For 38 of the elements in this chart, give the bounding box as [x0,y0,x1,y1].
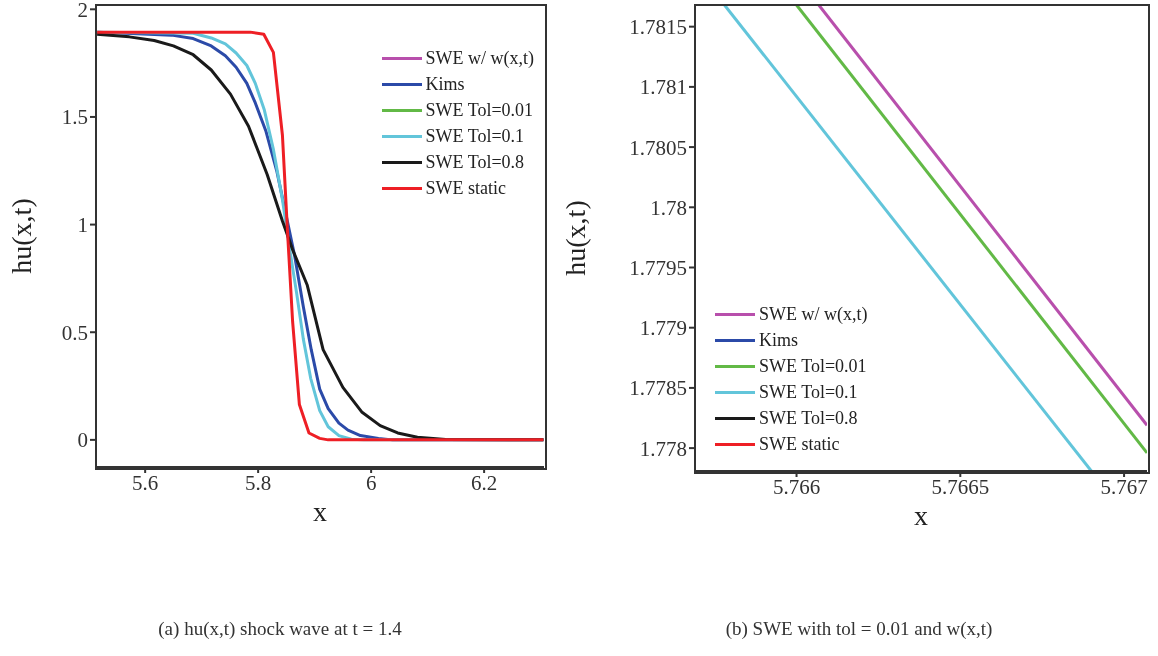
y-tick-label: 1.781 [639,75,687,100]
legend-label: SWE Tol=0.1 [759,381,858,404]
text: (b) SWE with tol = 0.01 and w(x,t) [724,618,994,640]
legend-label: Kims [425,73,465,96]
legend-label: SWE w/ w(x,t) [425,47,534,70]
y-tick-label: 1.7815 [629,15,687,40]
x-tick-label: 6.2 [470,470,498,495]
y-axis-title: hu(x,t) [5,198,38,274]
legend-label: SWE static [759,433,840,456]
legend-label: SWE Tol=0.8 [425,151,525,174]
legend-label: SWE Tol=0.01 [759,355,867,378]
legend-label: SWE static [425,177,506,200]
legend-label: SWE Tol=0.01 [425,99,534,122]
x-tick-label: 5.767 [1100,474,1148,499]
x-tick-label: 5.6 [132,470,159,495]
y-tick-label: 1 [77,213,88,238]
x-axis-title: x [913,499,929,533]
legend-label: SWE Tol=0.1 [425,125,525,148]
x-tick-label: 6 [365,470,377,495]
y-tick-label: 0 [77,428,88,453]
legend-label: Kims [759,329,799,352]
x-tick-label: 5.7665 [931,474,990,499]
text: (a) hu(x,t) shock wave at t = 1.4 [157,618,403,640]
y-tick-label: 1.5 [61,105,88,130]
legend-label: SWE w/ w(x,t) [759,303,868,326]
y-tick-label: 1.7785 [629,376,687,401]
x-tick-label: 5.8 [245,470,272,495]
y-tick-label: 2 [77,0,88,22]
y-tick-label: 1.78 [650,195,687,220]
y-tick-label: 1.778 [639,436,687,461]
y-tick-label: 1.7805 [629,135,687,160]
y-tick-label: 1.779 [639,316,687,341]
x-axis-title: x [312,495,328,529]
y-tick-label: 0.5 [61,320,88,345]
y-tick-label: 1.7795 [629,255,687,280]
x-tick-label: 5.766 [772,474,821,499]
legend-label: SWE Tol=0.8 [759,407,858,430]
y-axis-title: hu(x,t) [559,200,592,276]
